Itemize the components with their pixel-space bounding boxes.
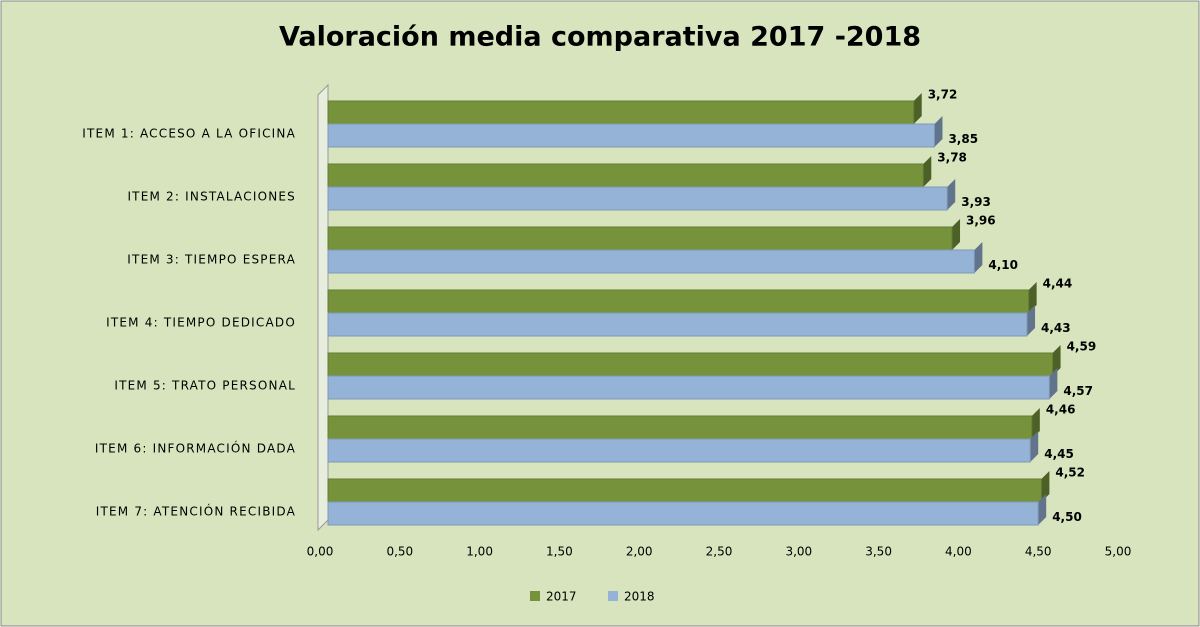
x-tick-label: 0,00	[307, 545, 334, 559]
y-tick-label: ITEM 6: INFORMACIÓN DADA	[95, 441, 296, 456]
legend-label: 2018	[624, 590, 655, 604]
x-tick-label: 4,50	[1025, 545, 1052, 559]
bar	[327, 100, 915, 125]
bar-side	[1030, 431, 1039, 462]
bar	[327, 312, 1028, 337]
value-label: 4,46	[1046, 403, 1076, 417]
bar-side	[1041, 471, 1050, 502]
value-label: 4,44	[1043, 277, 1073, 291]
bar	[327, 352, 1054, 377]
value-label: 3,96	[966, 214, 996, 228]
bar-side	[1027, 305, 1036, 336]
y-tick-label: ITEM 5: TRATO PERSONAL	[114, 379, 296, 393]
bar-side	[952, 219, 961, 250]
value-label: 4,50	[1052, 510, 1082, 524]
bar-side	[913, 93, 922, 124]
bar	[327, 478, 1042, 503]
x-tick-label: 5,00	[1105, 545, 1132, 559]
value-label: 3,78	[937, 151, 967, 165]
legend-swatch	[530, 591, 540, 601]
bar	[327, 123, 935, 148]
bar-side	[1031, 408, 1040, 439]
value-label: 4,59	[1067, 340, 1097, 354]
bar-side	[974, 242, 983, 273]
side-wall	[317, 83, 329, 532]
y-tick-label: ITEM 2: INSTALACIONES	[127, 190, 296, 204]
chart-title: Valoración media comparativa 2017 -2018	[279, 22, 921, 53]
value-label: 4,52	[1055, 466, 1085, 480]
bar-side	[934, 116, 943, 147]
bar-side	[947, 179, 956, 210]
x-tick-label: 2,00	[626, 545, 653, 559]
bar-side	[1052, 345, 1061, 376]
x-tick-label: 3,50	[865, 545, 892, 559]
x-tick-label: 0,50	[386, 545, 413, 559]
value-label: 3,93	[961, 195, 991, 209]
value-label: 4,43	[1041, 321, 1071, 335]
bar-side	[1028, 282, 1037, 313]
bar	[327, 186, 948, 211]
bar	[327, 249, 975, 274]
bar	[327, 415, 1033, 440]
bar	[327, 163, 924, 188]
y-tick-label: ITEM 7: ATENCIÓN RECIBIDA	[96, 504, 296, 519]
bar	[327, 289, 1030, 314]
legend-label: 2017	[546, 590, 577, 604]
bar-side	[923, 156, 932, 187]
bar	[327, 375, 1050, 400]
y-tick-label: ITEM 4: TIEMPO DEDICADO	[106, 316, 296, 330]
bar	[327, 501, 1039, 526]
value-label: 4,10	[988, 258, 1018, 272]
x-tick-label: 1,00	[466, 545, 493, 559]
y-tick-label: ITEM 3: TIEMPO ESPERA	[127, 253, 296, 267]
value-label: 3,85	[948, 132, 978, 146]
value-label: 4,45	[1044, 447, 1074, 461]
bar	[327, 438, 1031, 463]
legend-swatch	[608, 591, 618, 601]
x-tick-label: 3,00	[785, 545, 812, 559]
bar	[327, 226, 953, 251]
x-tick-label: 2,50	[706, 545, 733, 559]
value-label: 3,72	[928, 88, 958, 102]
x-tick-label: 1,50	[546, 545, 573, 559]
bar-side	[1049, 368, 1058, 399]
bar-side	[1038, 494, 1047, 525]
x-tick-label: 4,00	[945, 545, 972, 559]
value-label: 4,57	[1063, 384, 1093, 398]
y-tick-label: ITEM 1: ACCESO A LA OFICINA	[82, 127, 296, 141]
